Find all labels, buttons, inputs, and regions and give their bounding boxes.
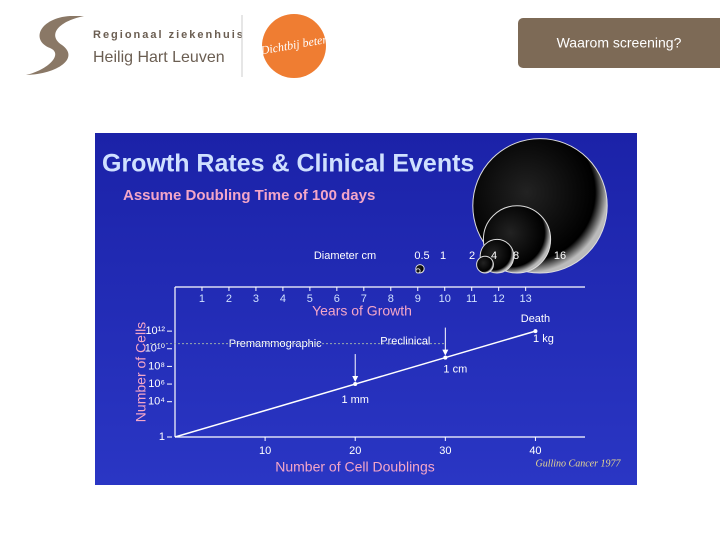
nav-button[interactable]: Waarom screening? bbox=[518, 18, 720, 68]
chart: Growth Rates & Clinical Events Assume Do… bbox=[102, 150, 621, 475]
event-point bbox=[443, 355, 448, 360]
button-label[interactable]: Waarom screening? bbox=[557, 35, 682, 51]
x-tick-label: 20 bbox=[349, 445, 361, 457]
diameter-value: 1 bbox=[440, 250, 446, 262]
y-tick-label: 1 bbox=[159, 431, 165, 443]
logo-mark bbox=[26, 16, 84, 75]
x2-tick-label: 2 bbox=[226, 293, 232, 305]
x2-tick-label: 4 bbox=[280, 293, 286, 305]
diameter-value: 2 bbox=[469, 250, 475, 262]
diameter-value: 0.5 bbox=[414, 250, 429, 262]
y-tick-label: 10⁸ bbox=[148, 360, 165, 372]
x2-tick-label: 8 bbox=[388, 293, 394, 305]
x2-tick-label: 6 bbox=[334, 293, 340, 305]
y-tick-label: 10⁴ bbox=[148, 396, 165, 408]
y-axis-label: Number of Cells bbox=[133, 322, 149, 422]
x2-tick-label: 13 bbox=[520, 293, 532, 305]
x-tick-label: 10 bbox=[259, 445, 271, 457]
diameter-value: 8 bbox=[513, 250, 519, 262]
x-tick-label: 40 bbox=[529, 445, 541, 457]
x2-tick-label: 9 bbox=[415, 293, 421, 305]
chart-subtitle: Assume Doubling Time of 100 days bbox=[123, 187, 375, 204]
y-tick-label: 10¹² bbox=[145, 325, 165, 337]
y-tick-label: 10⁶ bbox=[148, 378, 165, 390]
diameter-value: 4 bbox=[491, 250, 497, 262]
org-line1: Regionaal ziekenhuis bbox=[93, 29, 245, 41]
y-tick-label: 10¹⁰ bbox=[145, 343, 166, 355]
x2-axis-label: Years of Growth bbox=[312, 303, 412, 319]
x-tick-label: 30 bbox=[439, 445, 451, 457]
x-axis-label: Number of Cell Doublings bbox=[275, 459, 435, 475]
event-arrowhead bbox=[352, 376, 359, 383]
button-bg[interactable] bbox=[518, 18, 720, 68]
event-label: Death bbox=[521, 313, 550, 325]
event-arrowhead bbox=[442, 349, 449, 356]
diameter-circle bbox=[415, 268, 421, 274]
org-line2: Heilig Hart Leuven bbox=[93, 49, 225, 66]
logo: Regionaal ziekenhuis Heilig Hart Leuven … bbox=[26, 14, 328, 78]
x2-tick-label: 11 bbox=[466, 293, 477, 305]
event-point bbox=[353, 382, 358, 387]
badge-circle bbox=[262, 14, 326, 78]
x2-tick-label: 1 bbox=[199, 293, 205, 305]
x2-tick-label: 10 bbox=[439, 293, 451, 305]
source-note: Gullino Cancer 1977 bbox=[536, 458, 622, 469]
x2-tick-label: 7 bbox=[361, 293, 367, 305]
diameter-value: 16 bbox=[554, 250, 566, 262]
event-point bbox=[533, 329, 538, 334]
chart-title: Growth Rates & Clinical Events bbox=[102, 150, 474, 178]
x2-tick-label: 3 bbox=[253, 293, 259, 305]
x2-tick-label: 5 bbox=[307, 293, 313, 305]
event-label: Preclinical bbox=[380, 335, 430, 347]
x2-tick-label: 12 bbox=[493, 293, 505, 305]
event-size: 1 mm bbox=[341, 394, 369, 406]
event-size: 1 kg bbox=[533, 333, 554, 345]
diameter-label: Diameter cm bbox=[314, 250, 376, 262]
event-size: 1 cm bbox=[443, 363, 467, 375]
diameter-circle bbox=[476, 255, 494, 274]
